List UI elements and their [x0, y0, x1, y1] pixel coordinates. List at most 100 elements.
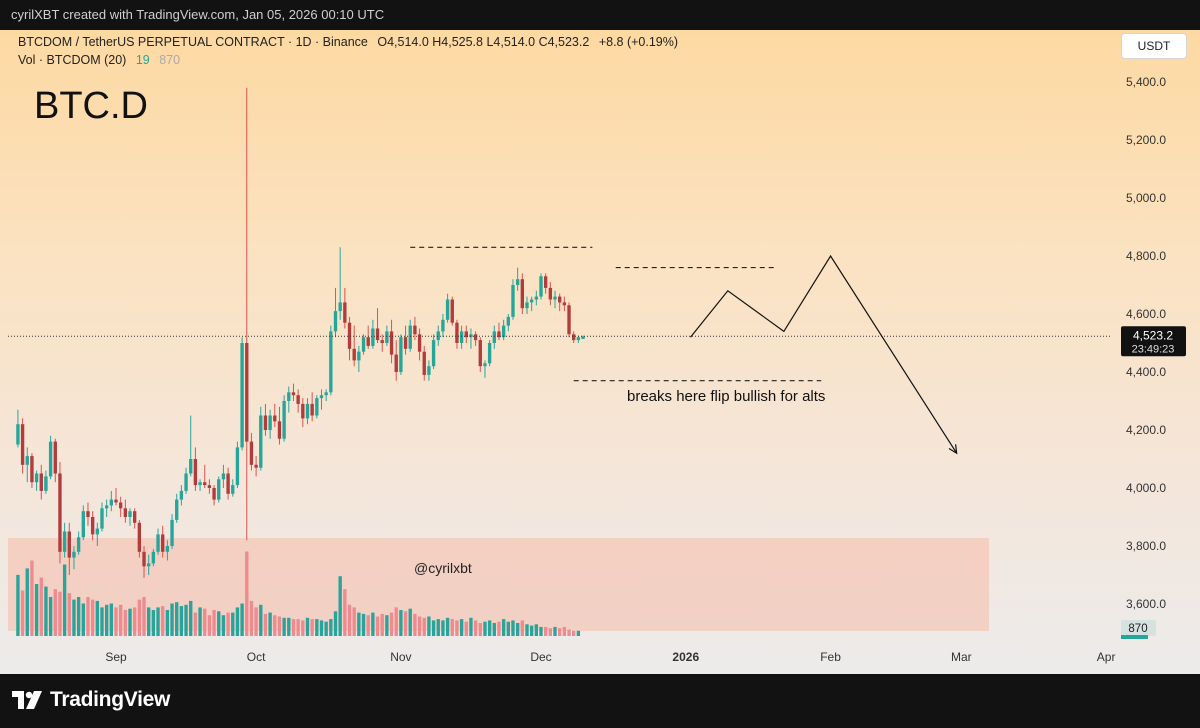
candle-body[interactable]	[310, 403, 314, 416]
candle-body[interactable]	[469, 334, 473, 338]
candle-body[interactable]	[361, 337, 366, 352]
candle-body[interactable]	[464, 331, 468, 338]
candle-body[interactable]	[217, 479, 221, 500]
candle-body[interactable]	[198, 482, 202, 486]
candle-body[interactable]	[445, 299, 450, 320]
candle-body[interactable]	[441, 319, 445, 332]
candle-body[interactable]	[34, 473, 39, 483]
volume-label[interactable]: Vol · BTCDOM (20)	[18, 53, 127, 67]
candle-body[interactable]	[170, 519, 174, 546]
candle-body[interactable]	[436, 331, 440, 341]
candle-body[interactable]	[529, 299, 534, 303]
candle-body[interactable]	[62, 531, 67, 552]
candle-body[interactable]	[109, 499, 114, 506]
candle-body[interactable]	[128, 511, 132, 517]
candle-body[interactable]	[319, 395, 324, 399]
candle-body[interactable]	[72, 551, 76, 558]
candle-body[interactable]	[534, 296, 539, 300]
candle-body[interactable]	[511, 285, 515, 317]
candle-body[interactable]	[525, 302, 529, 309]
candle-body[interactable]	[338, 302, 342, 312]
candle-body[interactable]	[329, 331, 333, 393]
candle-body[interactable]	[221, 473, 226, 480]
candle-body[interactable]	[86, 511, 90, 517]
candle-body[interactable]	[67, 531, 71, 558]
candle-body[interactable]	[385, 331, 389, 343]
candle-body[interactable]	[343, 302, 347, 323]
candle-body[interactable]	[576, 337, 581, 341]
candle-body[interactable]	[203, 482, 207, 486]
candle-body[interactable]	[380, 340, 384, 343]
candle-body[interactable]	[254, 464, 258, 468]
candle-body[interactable]	[156, 534, 160, 552]
candle-body[interactable]	[558, 296, 562, 303]
candle-body[interactable]	[417, 334, 422, 352]
candle-body[interactable]	[226, 473, 230, 494]
candle-body[interactable]	[450, 299, 454, 323]
candle-body[interactable]	[142, 551, 146, 567]
candle-body[interactable]	[189, 459, 193, 474]
candle-body[interactable]	[147, 563, 151, 567]
candle-body[interactable]	[394, 354, 398, 372]
candle-body[interactable]	[249, 441, 254, 465]
candle-body[interactable]	[39, 473, 43, 491]
candle-body[interactable]	[371, 328, 375, 346]
candle-body[interactable]	[553, 296, 557, 300]
candle-body[interactable]	[497, 331, 501, 338]
candle-body[interactable]	[455, 322, 459, 343]
candle-body[interactable]	[399, 337, 403, 372]
candle-body[interactable]	[427, 366, 431, 375]
candle-body[interactable]	[413, 325, 417, 335]
candle-body[interactable]	[245, 343, 249, 442]
candle-body[interactable]	[53, 441, 57, 474]
candle-body[interactable]	[581, 336, 585, 339]
candle-body[interactable]	[123, 508, 128, 517]
candle-body[interactable]	[291, 392, 296, 396]
candle-body[interactable]	[562, 302, 567, 306]
candle-body[interactable]	[161, 534, 165, 552]
price-chart[interactable]: 3,600.0 3,800.0 4,000.0 4,200.0 4,400.0 4,600…	[0, 30, 1200, 674]
candle-body[interactable]	[572, 334, 576, 341]
candle-body[interactable]	[301, 403, 305, 419]
candle-body[interactable]	[492, 331, 496, 343]
candle-body[interactable]	[389, 331, 394, 355]
candle-body[interactable]	[501, 325, 506, 338]
candle-body[interactable]	[548, 287, 553, 300]
candle-body[interactable]	[76, 537, 81, 552]
candle-body[interactable]	[58, 473, 62, 552]
candle-body[interactable]	[268, 415, 272, 431]
candle-body[interactable]	[431, 340, 436, 367]
candle-body[interactable]	[422, 351, 426, 375]
symbol-name[interactable]: BTCDOM / TetherUS PERPETUAL CONTRACT · 1…	[18, 35, 368, 49]
candle-body[interactable]	[151, 551, 156, 564]
candle-body[interactable]	[240, 343, 244, 448]
candle-body[interactable]	[478, 340, 482, 367]
candle-body[interactable]	[259, 415, 263, 468]
candle-body[interactable]	[403, 337, 408, 349]
candle-body[interactable]	[184, 473, 188, 491]
candle-body[interactable]	[506, 316, 510, 326]
candle-body[interactable]	[235, 447, 240, 486]
candle-body[interactable]	[305, 403, 310, 419]
candle-body[interactable]	[324, 392, 328, 396]
candle-body[interactable]	[277, 421, 282, 439]
candle-body[interactable]	[273, 415, 277, 422]
candle-body[interactable]	[175, 499, 179, 520]
candle-body[interactable]	[408, 325, 412, 349]
candle-body[interactable]	[487, 343, 492, 364]
candle-body[interactable]	[81, 511, 85, 538]
candle-body[interactable]	[473, 334, 478, 341]
candle-body[interactable]	[20, 424, 25, 465]
candle-body[interactable]	[315, 398, 319, 416]
candle-body[interactable]	[567, 305, 571, 335]
candle-body[interactable]	[357, 351, 361, 361]
candle-body[interactable]	[333, 311, 338, 332]
candle-body[interactable]	[207, 485, 212, 488]
candle-body[interactable]	[118, 502, 123, 509]
candle-body[interactable]	[30, 456, 34, 483]
chart-panel[interactable]: 3,600.0 3,800.0 4,000.0 4,200.0 4,400.0 4,600…	[0, 30, 1200, 674]
candle-body[interactable]	[193, 459, 198, 486]
candle-body[interactable]	[375, 328, 380, 341]
candle-body[interactable]	[165, 546, 170, 552]
candle-body[interactable]	[133, 511, 137, 523]
